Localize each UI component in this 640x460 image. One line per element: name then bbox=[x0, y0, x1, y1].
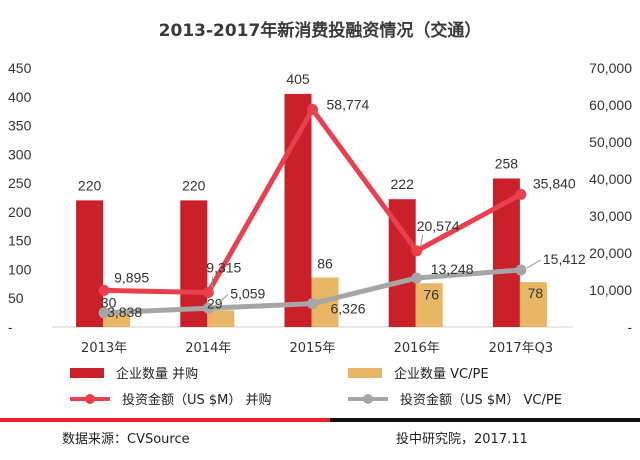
legend-swatch-marker bbox=[85, 394, 95, 404]
y-right-tick-label: 40,000 bbox=[589, 171, 632, 187]
line-point-ma bbox=[307, 104, 318, 116]
legend-label: 企业数量 VC/PE bbox=[394, 366, 489, 382]
bar-value-label-vcpe: 30 bbox=[101, 295, 117, 311]
y-right-tick-label: - bbox=[627, 319, 632, 335]
line-point-ma bbox=[98, 284, 110, 296]
bar-vcpe bbox=[519, 282, 547, 327]
y-right-tick-label: 50,000 bbox=[589, 134, 632, 150]
y-left-tick-label: 150 bbox=[8, 233, 32, 249]
bar-ma bbox=[284, 93, 312, 328]
legend: 企业数量 并购 企业数量 VC/PE 投资金额（US $M） 并购 投资金额（US $… bbox=[70, 366, 562, 408]
line-value-label-ma: 20,574 bbox=[417, 218, 460, 234]
label-leader-line bbox=[420, 234, 424, 246]
bar-value-label-ma: 222 bbox=[391, 176, 415, 192]
x-tick-label: 2013年 bbox=[81, 341, 127, 356]
bar-value-label-vcpe: 76 bbox=[423, 286, 439, 302]
line-point-vcpe bbox=[98, 307, 110, 319]
x-tick-label: 2014年 bbox=[185, 341, 231, 356]
legend-label: 企业数量 并购 bbox=[116, 366, 198, 382]
legend-swatch-marker bbox=[363, 394, 373, 404]
line-value-label-vcpe: 6,326 bbox=[331, 301, 366, 317]
bar-value-label-ma: 220 bbox=[182, 177, 206, 193]
y-left-tick-label: 250 bbox=[8, 175, 32, 191]
line-value-label-ma: 9,895 bbox=[114, 269, 149, 285]
y-left-tick-label: 100 bbox=[8, 261, 32, 277]
legend-swatch-bar bbox=[70, 368, 104, 378]
line-value-label-ma: 35,840 bbox=[533, 175, 576, 191]
plot-area: - 50 100 150 200 250 300 350 400 450 - 10,000 20,000… bbox=[8, 60, 632, 356]
legend-swatch-bar bbox=[348, 368, 382, 378]
bar-ma bbox=[76, 200, 104, 327]
y-left-tick-label: 200 bbox=[8, 204, 32, 220]
x-tick-label: 2015年 bbox=[289, 341, 335, 356]
y-left-tick-label: 50 bbox=[8, 290, 24, 306]
bar-ma bbox=[180, 200, 208, 327]
line-point-ma bbox=[515, 188, 527, 200]
line-point-vcpe bbox=[307, 298, 318, 310]
line-value-label-vcpe: 15,412 bbox=[543, 251, 586, 267]
bar-value-label-ma: 405 bbox=[286, 71, 310, 87]
x-tick-label: 2017年Q3 bbox=[489, 341, 554, 356]
line-point-ma bbox=[411, 245, 423, 257]
line-point-vcpe bbox=[202, 302, 214, 314]
line-point-vcpe bbox=[411, 272, 423, 284]
y-right-tick-label: 60,000 bbox=[589, 97, 632, 113]
line-value-label-ma: 58,774 bbox=[327, 97, 370, 113]
line-point-vcpe bbox=[515, 264, 527, 276]
chart-title: 2013-2017年新消费投融资情况（交通） bbox=[159, 20, 482, 41]
y-left-tick-label: 300 bbox=[8, 146, 32, 162]
bar-value-label-vcpe: 29 bbox=[207, 295, 223, 311]
bar-value-label-vcpe: 86 bbox=[317, 256, 333, 272]
legend-label: 投资金额（US $M） VC/PE bbox=[400, 392, 562, 408]
y-left-tick-label: - bbox=[8, 319, 13, 335]
y-right-tick-label: 70,000 bbox=[589, 60, 632, 76]
footer-rule-black bbox=[330, 418, 640, 422]
footer-source: 数据来源：CVSource bbox=[62, 432, 190, 447]
line-value-label-vcpe: 5,059 bbox=[230, 285, 265, 301]
bar-value-label-vcpe: 78 bbox=[528, 285, 544, 301]
x-tick-label: 2016年 bbox=[394, 341, 440, 356]
footer-rule-red bbox=[0, 418, 330, 422]
bar-value-label-ma: 258 bbox=[495, 156, 519, 172]
y-right-tick-label: 10,000 bbox=[589, 282, 632, 298]
y-left-tick-label: 350 bbox=[8, 118, 32, 134]
label-leader-line bbox=[526, 259, 542, 269]
bar-vcpe bbox=[415, 283, 443, 327]
label-leader-line bbox=[213, 293, 229, 307]
y-right-tick-label: 20,000 bbox=[589, 245, 632, 261]
line-value-label-vcpe: 3,838 bbox=[107, 304, 142, 320]
footer-credit: 投中研究院，2017.11 bbox=[396, 431, 528, 447]
bar-value-label-ma: 220 bbox=[78, 177, 102, 193]
legend-label: 投资金额（US $M） 并购 bbox=[122, 392, 272, 408]
y-left-tick-label: 450 bbox=[8, 60, 32, 76]
line-value-label-vcpe: 13,248 bbox=[431, 261, 474, 277]
bar-vcpe bbox=[207, 310, 235, 327]
line-value-label-ma: 9,315 bbox=[206, 260, 241, 276]
footer: 数据来源：CVSource 投中研究院，2017.11 bbox=[0, 418, 640, 447]
y-left-tick-label: 400 bbox=[8, 89, 32, 105]
line-point-ma bbox=[202, 287, 214, 299]
y-right-tick-label: 30,000 bbox=[589, 208, 632, 224]
